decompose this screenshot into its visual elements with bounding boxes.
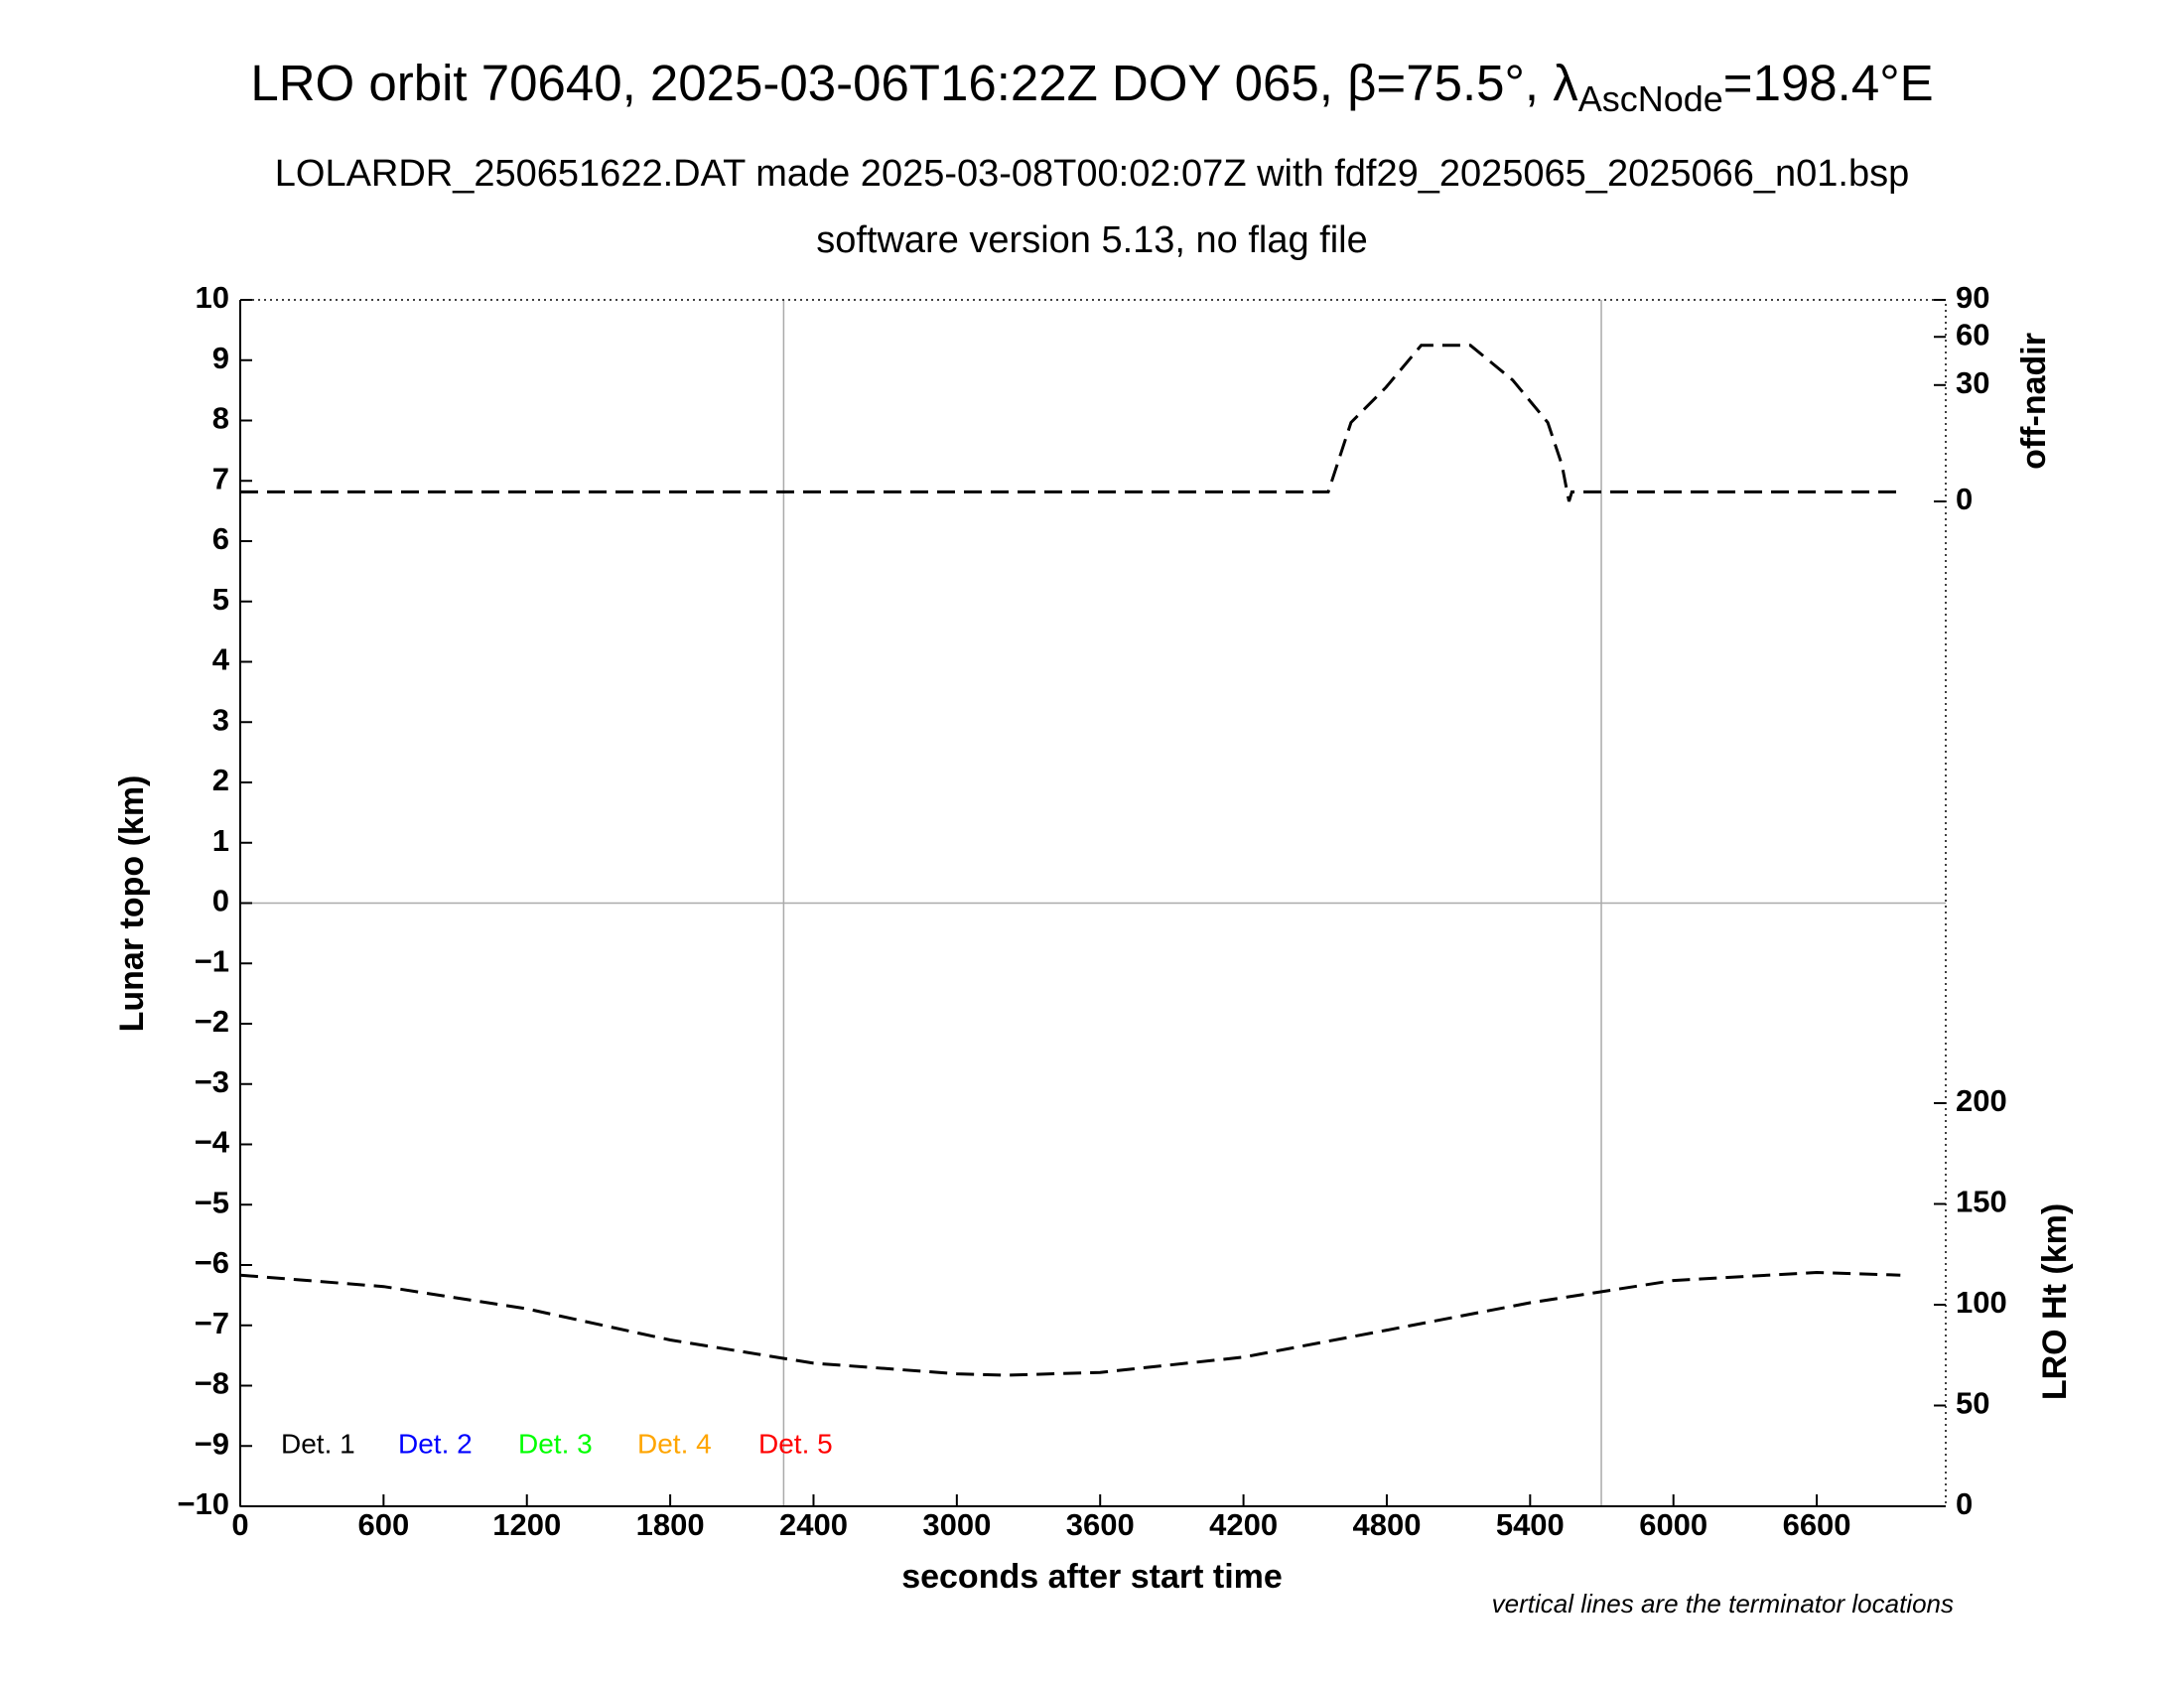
y2-axis-label: off-nadir bbox=[2015, 333, 2053, 470]
y-tick-label: 7 bbox=[212, 461, 229, 495]
y3-tick-label: 0 bbox=[1956, 1486, 1973, 1521]
y3-tick-label: 150 bbox=[1956, 1185, 2007, 1219]
x-tick-label: 1800 bbox=[636, 1507, 705, 1542]
y3-tick-label: 100 bbox=[1956, 1285, 2007, 1320]
subtitle: software version 5.13, no flag file bbox=[816, 219, 1368, 261]
y2-tick-label: 0 bbox=[1956, 482, 1973, 516]
y-tick-label: −3 bbox=[195, 1064, 229, 1099]
y-tick-label: 9 bbox=[212, 341, 229, 375]
y2-tick-label: 60 bbox=[1956, 317, 1989, 352]
series-line bbox=[240, 344, 1904, 502]
x-tick-label: 2400 bbox=[779, 1507, 848, 1542]
y-tick-label: −1 bbox=[195, 943, 229, 978]
x-tick-label: 5400 bbox=[1496, 1507, 1565, 1542]
y-tick-label: 3 bbox=[212, 702, 229, 737]
title-sub: AscNode bbox=[1578, 78, 1723, 119]
x-tick-label: 3000 bbox=[922, 1507, 991, 1542]
y-axis-label: Lunar topo (km) bbox=[113, 775, 151, 1033]
y3-tick-label: 200 bbox=[1956, 1083, 2007, 1118]
y-tick-label: 4 bbox=[212, 642, 230, 677]
y-tick-label: −8 bbox=[195, 1366, 229, 1401]
x-tick-label: 6600 bbox=[1783, 1507, 1851, 1542]
y2-tick-label: 90 bbox=[1956, 280, 1989, 315]
y-tick-label: 6 bbox=[212, 521, 229, 556]
legend-entry: Det. 2 bbox=[398, 1428, 473, 1459]
y-tick-label: 5 bbox=[212, 582, 229, 617]
y-tick-label: −9 bbox=[195, 1426, 229, 1461]
y-tick-label: 8 bbox=[212, 401, 229, 436]
x-tick-label: 3600 bbox=[1066, 1507, 1135, 1542]
x-axis-label: seconds after start time bbox=[901, 1558, 1283, 1596]
x-tick-label: 4200 bbox=[1209, 1507, 1278, 1542]
y-tick-label: 10 bbox=[196, 280, 229, 315]
subtitle: LOLARDR_250651622.DAT made 2025-03-08T00… bbox=[275, 153, 1910, 195]
y3-tick-label: 50 bbox=[1956, 1386, 1989, 1421]
y-tick-label: −2 bbox=[195, 1004, 229, 1039]
y-tick-label: 0 bbox=[212, 884, 229, 918]
legend-entry: Det. 4 bbox=[637, 1428, 712, 1459]
x-tick-label: 600 bbox=[358, 1507, 410, 1542]
y-tick-label: −6 bbox=[195, 1245, 229, 1280]
title-end: =198.4°E bbox=[1723, 55, 1934, 111]
y-tick-label: 2 bbox=[212, 763, 229, 797]
x-tick-label: 0 bbox=[231, 1507, 248, 1542]
x-tick-label: 1200 bbox=[492, 1507, 561, 1542]
legend-entry: Det. 5 bbox=[758, 1428, 833, 1459]
y2-tick-label: 30 bbox=[1956, 365, 1989, 400]
title-main: LRO orbit 70640, 2025-03-06T16:22Z DOY 0… bbox=[250, 55, 1578, 111]
note: vertical lines are the terminator locati… bbox=[1492, 1589, 1954, 1618]
y-tick-label: −10 bbox=[177, 1486, 229, 1521]
x-tick-label: 4800 bbox=[1352, 1507, 1421, 1542]
legend-entry: Det. 3 bbox=[518, 1428, 593, 1459]
chart-title: LRO orbit 70640, 2025-03-06T16:22Z DOY 0… bbox=[250, 55, 1933, 118]
y-tick-label: 1 bbox=[212, 823, 229, 858]
legend-entry: Det. 1 bbox=[281, 1428, 355, 1459]
y3-axis-label: LRO Ht (km) bbox=[2036, 1203, 2074, 1400]
y-tick-label: −5 bbox=[195, 1185, 229, 1219]
y-tick-label: −4 bbox=[195, 1125, 230, 1160]
y-tick-label: −7 bbox=[195, 1306, 229, 1340]
x-tick-label: 6000 bbox=[1639, 1507, 1707, 1542]
series-line bbox=[239, 1270, 1901, 1377]
